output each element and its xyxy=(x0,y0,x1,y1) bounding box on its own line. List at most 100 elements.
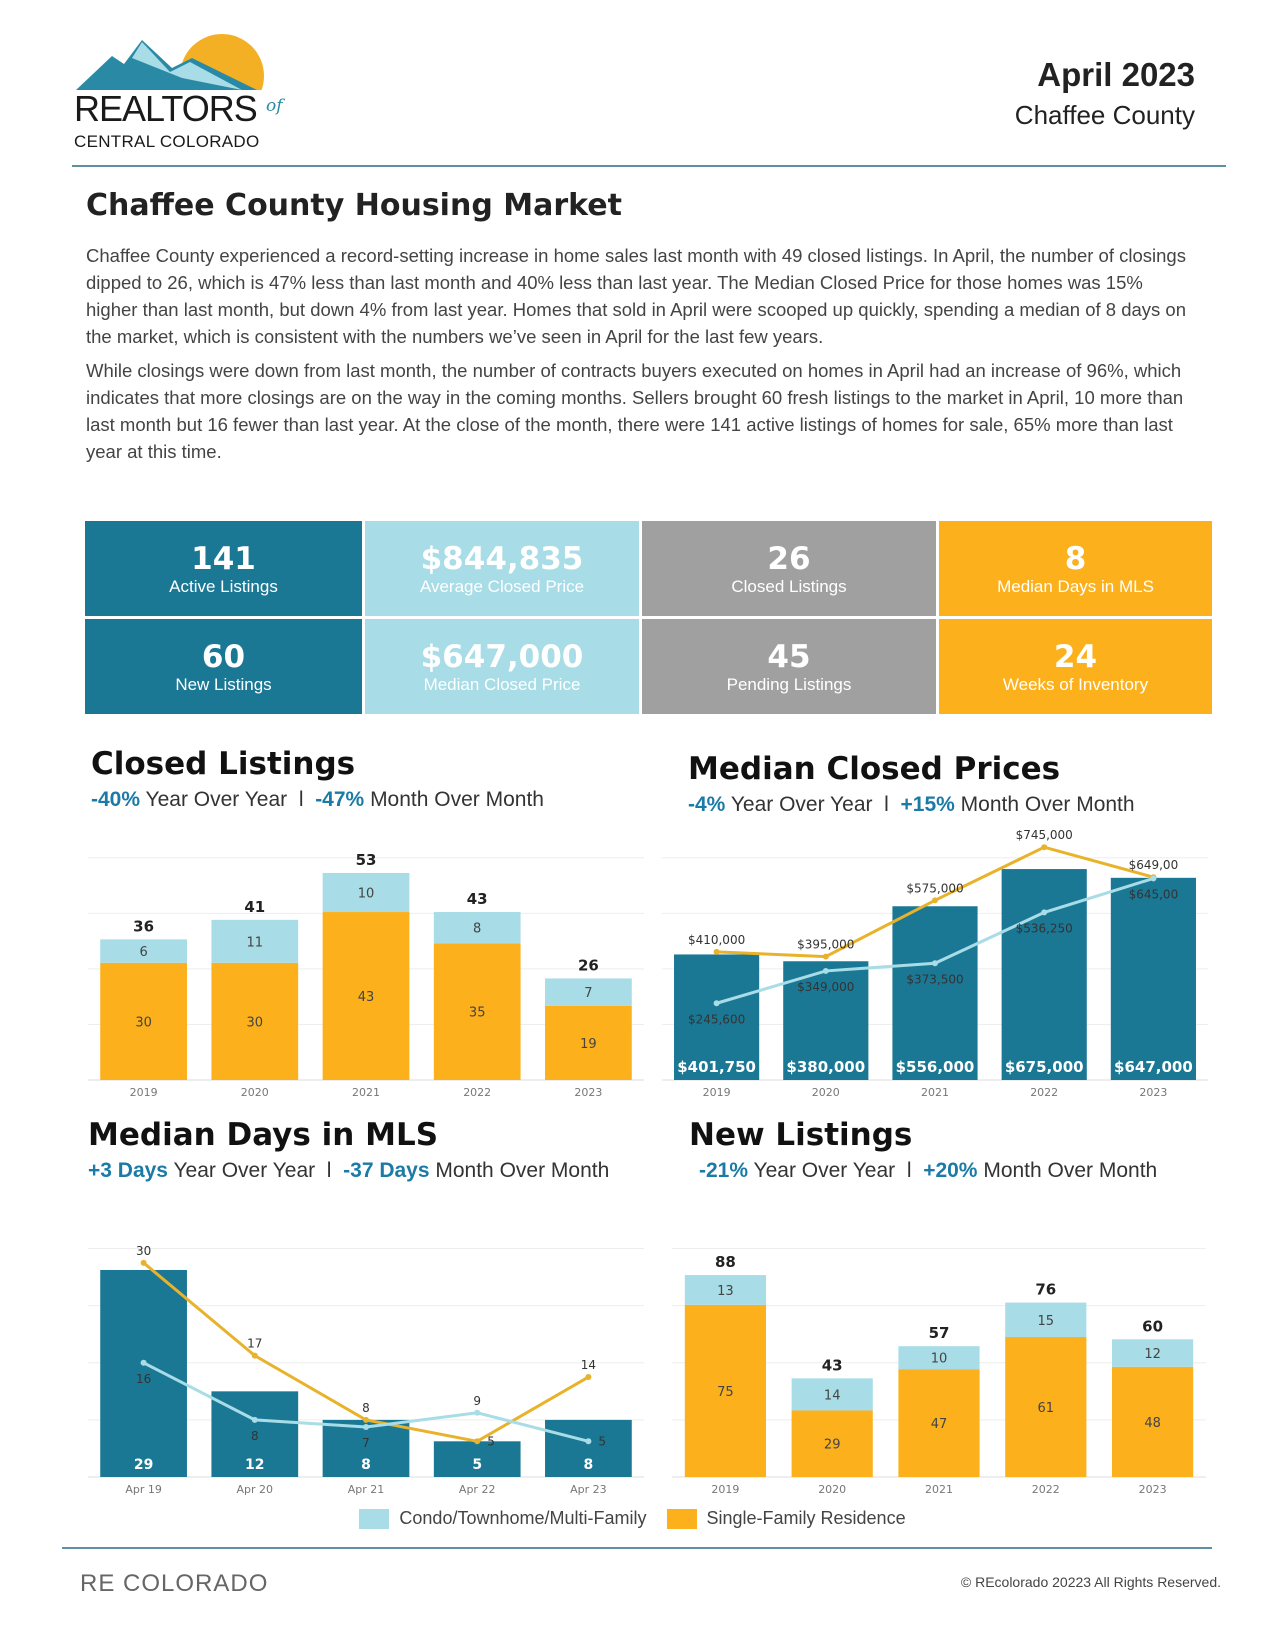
bar xyxy=(100,1269,187,1477)
median-days-chart: Apr 19 29 Apr 20 12 Apr 21 8 Apr 22 5 Apr 23 8 30 1… xyxy=(88,1244,644,1496)
bar-value-label: 8 xyxy=(584,1457,594,1473)
x-tick-label: 2022 xyxy=(1032,1483,1060,1496)
mom-label: Month Over Month xyxy=(370,788,544,811)
sfr-point-label: $410,000 xyxy=(688,933,745,947)
mom-value: -47% xyxy=(315,788,365,811)
x-tick-label: 2022 xyxy=(1030,1086,1058,1099)
yoy-label: Year Over Year xyxy=(173,1159,316,1182)
median-closed-prices-chart: 2019 $401,750 2020 $380,000 2021 $556,000 2022… xyxy=(662,830,1208,1099)
bar-label-condo: 6 xyxy=(139,945,147,960)
section-subtitle: -4% Year Over Year l +15% Month Over Mon… xyxy=(688,793,1135,817)
bar-sfr xyxy=(1112,1366,1194,1477)
bar-sfr xyxy=(433,943,521,1080)
stat-value: 141 xyxy=(191,540,256,577)
condo-point xyxy=(140,1359,147,1366)
bar-label-sfr: 29 xyxy=(824,1438,841,1453)
stat-label: Average Closed Price xyxy=(419,576,585,596)
bar-condo xyxy=(322,872,410,913)
yoy-label: Year Over Year xyxy=(145,788,288,811)
condo-point-label: $373,500 xyxy=(906,972,963,986)
realtors-logo: REALTORS of CENTRAL COLORADO xyxy=(72,28,292,158)
x-tick-label: Apr 21 xyxy=(348,1483,385,1496)
closed-listings-header: Closed Listings -40% Year Over Year l -4… xyxy=(91,746,544,812)
bar-label-sfr: 19 xyxy=(580,1037,597,1052)
recolorado-logo: RE COLORADO xyxy=(80,1570,269,1597)
condo-point-label: 8 xyxy=(251,1429,259,1443)
condo-point-label: $536,250 xyxy=(1016,921,1073,935)
stat-average-closed-price: $844,835 Average Closed Price xyxy=(365,521,639,616)
x-tick-label: 2020 xyxy=(818,1483,846,1496)
x-tick-label: 2023 xyxy=(1139,1483,1167,1496)
bar-condo xyxy=(100,939,187,963)
stat-median-closed-price: $647,000 Median Closed Price xyxy=(365,619,639,714)
bar-label-condo: 13 xyxy=(717,1284,734,1299)
condo-point xyxy=(251,1416,258,1423)
bar-total-label: 53 xyxy=(356,851,377,869)
stat-label: Active Listings xyxy=(169,576,278,596)
x-tick-label: 2023 xyxy=(574,1086,602,1099)
condo-point xyxy=(474,1409,481,1416)
bar-condo xyxy=(684,1275,766,1305)
section-subtitle: -40% Year Over Year l -47% Month Over Mo… xyxy=(91,788,544,812)
bar-label-condo: 15 xyxy=(1038,1314,1055,1329)
yoy-label: Year Over Year xyxy=(730,793,873,816)
bar-label-sfr: 61 xyxy=(1038,1401,1055,1416)
sfr-point xyxy=(363,1416,369,1423)
sfr-point-label: 17 xyxy=(247,1337,262,1351)
bar-label-condo: 10 xyxy=(358,887,375,902)
bar-label-sfr: 35 xyxy=(469,1006,486,1021)
bar xyxy=(545,1419,632,1477)
closed-listings-chart: 2019 30 6 36 2020 30 11 41 2021 43 10 53 2022 35 8 43 20… xyxy=(88,851,644,1099)
bar-condo xyxy=(1005,1302,1087,1338)
stat-pending-listings: 45 Pending Listings xyxy=(642,619,936,714)
stat-label: Median Days in MLS xyxy=(997,576,1154,596)
condo-point-label: $245,600 xyxy=(688,1012,745,1026)
x-tick-label: 2019 xyxy=(711,1483,739,1496)
condo-point xyxy=(1150,875,1157,882)
intro-body: Chaffee County experienced a record-sett… xyxy=(86,242,1196,472)
sfr-point xyxy=(1041,844,1048,851)
section-subtitle: +3 Days Year Over Year l -37 Days Month … xyxy=(88,1159,609,1183)
bar-total-label: 76 xyxy=(1035,1281,1056,1299)
stat-active-listings: 141 Active Listings xyxy=(85,521,362,616)
bar-label-sfr: 48 xyxy=(1144,1416,1161,1431)
bar-value-label: $647,000 xyxy=(1114,1058,1193,1076)
sfr-point-label: $745,000 xyxy=(1016,830,1073,842)
bar-total-label: 41 xyxy=(244,898,265,916)
yoy-label: Year Over Year xyxy=(753,1159,896,1182)
bar-label-sfr: 75 xyxy=(717,1385,734,1400)
bar-sfr xyxy=(211,962,299,1080)
mom-label: Month Over Month xyxy=(435,1159,610,1182)
bar xyxy=(783,961,869,1080)
condo-point-label: 16 xyxy=(136,1372,151,1386)
sfr-point xyxy=(585,1374,592,1381)
mountain-sun-icon xyxy=(72,34,292,98)
stats-grid: 141 Active Listings $844,835 Average Close… xyxy=(85,521,1212,714)
intro-paragraph: While closings were down from last month… xyxy=(86,360,1184,462)
section-title: Median Closed Prices xyxy=(688,751,1061,787)
bar-total-label: 60 xyxy=(1142,1317,1163,1335)
x-tick-label: 2021 xyxy=(921,1086,949,1099)
x-tick-label: 2020 xyxy=(812,1086,840,1099)
bar-sfr xyxy=(100,962,187,1080)
stat-value: 45 xyxy=(767,638,811,675)
report-month: April 2023 xyxy=(1037,56,1195,93)
stat-closed-listings: 26 Closed Listings xyxy=(642,521,936,616)
mom-value: +15% xyxy=(900,793,955,816)
bar-label-sfr: 30 xyxy=(135,1015,152,1030)
footer-divider xyxy=(62,1547,1212,1549)
condo-point-label: 7 xyxy=(362,1436,370,1450)
bar-sfr xyxy=(791,1410,873,1477)
intro-title: Chaffee County Housing Market xyxy=(86,188,622,223)
bar-label-condo: 12 xyxy=(1144,1347,1161,1362)
sfr-point-label: 8 xyxy=(362,1401,370,1415)
x-tick-label: Apr 19 xyxy=(125,1483,162,1496)
new-listings-header: New Listings -21% Year Over Year l +20% … xyxy=(689,1117,1157,1183)
logo-of-text: of xyxy=(266,96,283,116)
condo-point-label: 9 xyxy=(473,1394,481,1408)
stat-value: $647,000 xyxy=(420,638,584,675)
bar-label-condo: 10 xyxy=(931,1352,948,1367)
logo-subtitle: CENTRAL COLORADO xyxy=(74,132,260,151)
stat-value: $844,835 xyxy=(420,540,584,577)
stat-weeks-inventory: 24 Weeks of Inventory xyxy=(939,619,1212,714)
